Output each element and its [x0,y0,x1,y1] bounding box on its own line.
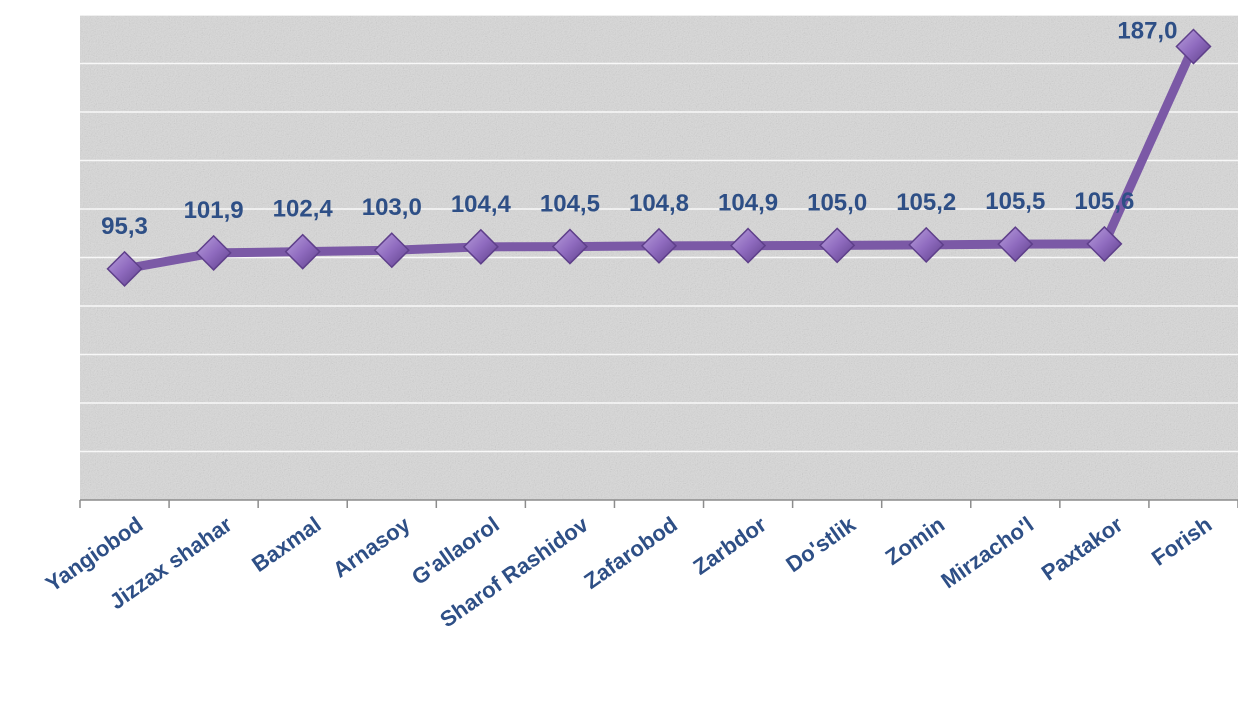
data-label: 103,0 [362,194,422,221]
data-point [819,227,856,264]
x-tick-label: Zarbdor [689,511,772,579]
data-point [106,250,143,287]
data-point [551,228,588,265]
data-label: 105,6 [1074,188,1134,215]
data-label: 105,2 [896,189,956,216]
data-point [640,227,678,264]
data-point [284,233,321,270]
data-point [908,226,945,263]
data-point [730,227,767,264]
data-label: 104,4 [451,191,512,218]
data-label: 101,9 [184,197,244,224]
data-label: 105,0 [807,189,867,216]
x-tick-label: Arnasoy [328,511,415,582]
data-label: 104,5 [540,191,600,218]
x-tick-label: Sharof Rashidov [435,511,593,632]
data-point [997,226,1034,263]
x-tick-label: Mirzacho'l [936,512,1038,594]
data-point [195,234,232,271]
data-label: 104,9 [718,190,778,217]
x-tick-label: Zomin [881,512,949,570]
data-label: 104,8 [629,190,689,217]
data-label: 95,3 [101,213,148,240]
data-label: 187,0 [1117,18,1177,45]
data-point [1086,225,1123,262]
x-tick-label: Baxmal [247,512,325,577]
x-tick-label: Zafarobod [579,512,681,594]
data-point [373,232,410,269]
x-tick-label: Paxtakor [1037,511,1128,585]
data-label: 102,4 [273,196,334,223]
x-tick-label: Do'stlik [781,511,860,577]
data-label: 105,5 [985,188,1045,215]
x-tick-label: Forish [1147,512,1216,571]
data-point [1175,28,1212,65]
data-point [462,228,499,265]
